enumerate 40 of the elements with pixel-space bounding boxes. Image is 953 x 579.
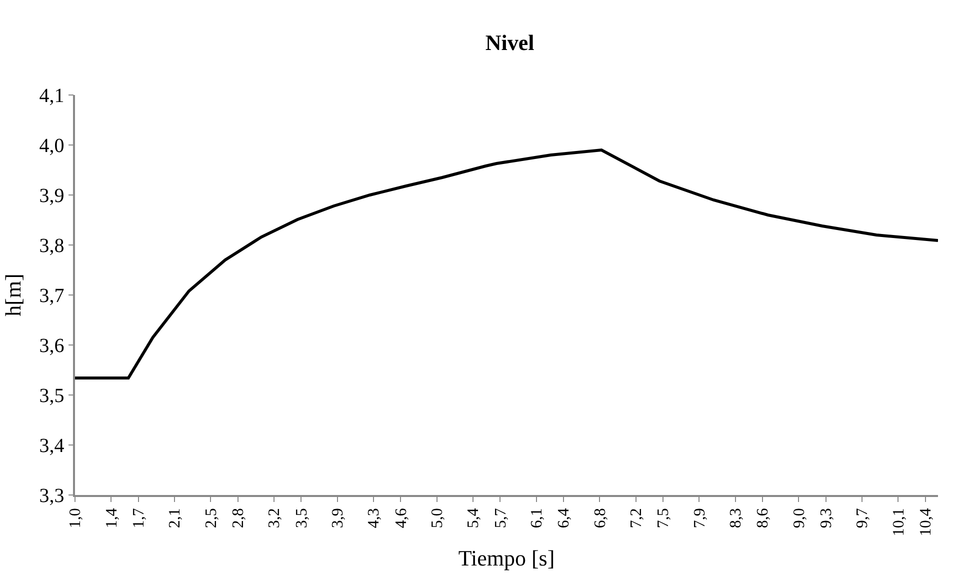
x-axis-title: Tiempo [s] [458,546,555,571]
y-tick-label: 3,5 [39,385,64,407]
y-tick-label: 3,7 [39,285,64,307]
x-tick-label: 8,3 [728,508,745,528]
y-tick-label: 3,3 [39,485,64,507]
x-tick-label: 6,4 [556,508,573,528]
x-tick-label: 1,0 [67,508,84,528]
y-tick-label: 3,4 [39,435,64,457]
y-tick-label: 3,6 [39,335,64,357]
x-tick-label: 9,7 [854,508,872,528]
x-tick-label: 5,4 [465,508,482,528]
chart-title: Nivel [485,30,534,56]
x-tick-label: 1,4 [103,508,120,528]
y-tick-label: 4,0 [39,135,64,157]
x-tick-label: 5,0 [429,508,446,528]
x-tick-label: 5,7 [492,508,510,528]
x-tick-label: 10,4 [918,508,935,536]
y-axis-title: h[m] [0,274,26,316]
x-tick-label: 7,9 [691,508,708,528]
x-tick-label: 4,6 [392,508,410,528]
x-tick-label: 1,7 [130,508,148,528]
x-tick-label: 9,3 [818,508,836,528]
x-tick-label: 6,1 [528,508,546,528]
y-tick-label: 4,1 [39,85,64,107]
x-tick-label: 9,0 [790,508,808,528]
x-tick-label: 2,5 [202,508,220,528]
x-tick-label: 3,5 [293,508,310,528]
x-tick-label: 2,8 [230,508,248,528]
y-tick-label: 3,9 [39,185,64,207]
x-tick-label: 10,1 [890,508,908,536]
x-tick-label: 7,2 [628,508,646,528]
x-tick-label: 3,2 [266,508,284,528]
line-series [75,148,938,380]
x-tick-label: 4,3 [366,508,383,528]
x-tick-label: 6,8 [592,508,609,528]
y-tick-label: 3,8 [39,235,64,257]
x-tick-label: 3,9 [330,508,347,528]
x-tick-label: 2,1 [166,508,184,528]
x-tick-label: 8,6 [754,508,772,528]
x-tick-label: 7,5 [655,508,672,528]
